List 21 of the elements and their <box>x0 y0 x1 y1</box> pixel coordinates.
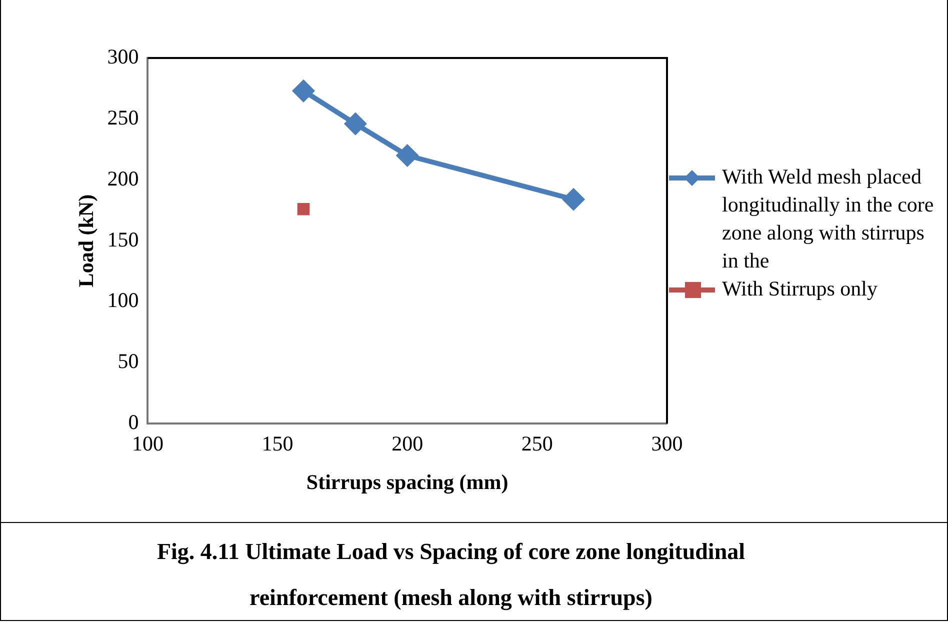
y-tick-label: 300 <box>107 44 139 69</box>
point <box>292 80 314 102</box>
x-tick-label: 300 <box>651 432 683 456</box>
y-tick-label: 250 <box>107 105 139 130</box>
y-tick-label: 150 <box>107 227 139 252</box>
legend-label: With Weld mesh placed longitudinally in the core zone along with stirrups in the <box>722 164 934 273</box>
y-tick-label: 50 <box>118 349 139 374</box>
y-tick-label: 0 <box>128 410 139 434</box>
point <box>563 188 584 210</box>
point <box>297 202 310 216</box>
x-tick-label: 250 <box>521 432 553 456</box>
x-tick-label: 150 <box>262 432 294 456</box>
point <box>344 113 366 134</box>
x-axis-title: Stirrups spacing (mm) <box>306 470 508 494</box>
text: Fig. 4.11 Ultimate Load vs Spacing of core zone longitudinal reinforcement (mesh along with stirrups) <box>156 538 746 612</box>
x-tick-label: 200 <box>392 432 424 456</box>
legend-label: With Stirrups only <box>722 276 878 301</box>
y-tick-label: 200 <box>107 166 139 190</box>
y-axis-title: Load (kN) <box>74 194 98 288</box>
point <box>396 144 418 166</box>
y-tick-label: 100 <box>107 288 139 312</box>
